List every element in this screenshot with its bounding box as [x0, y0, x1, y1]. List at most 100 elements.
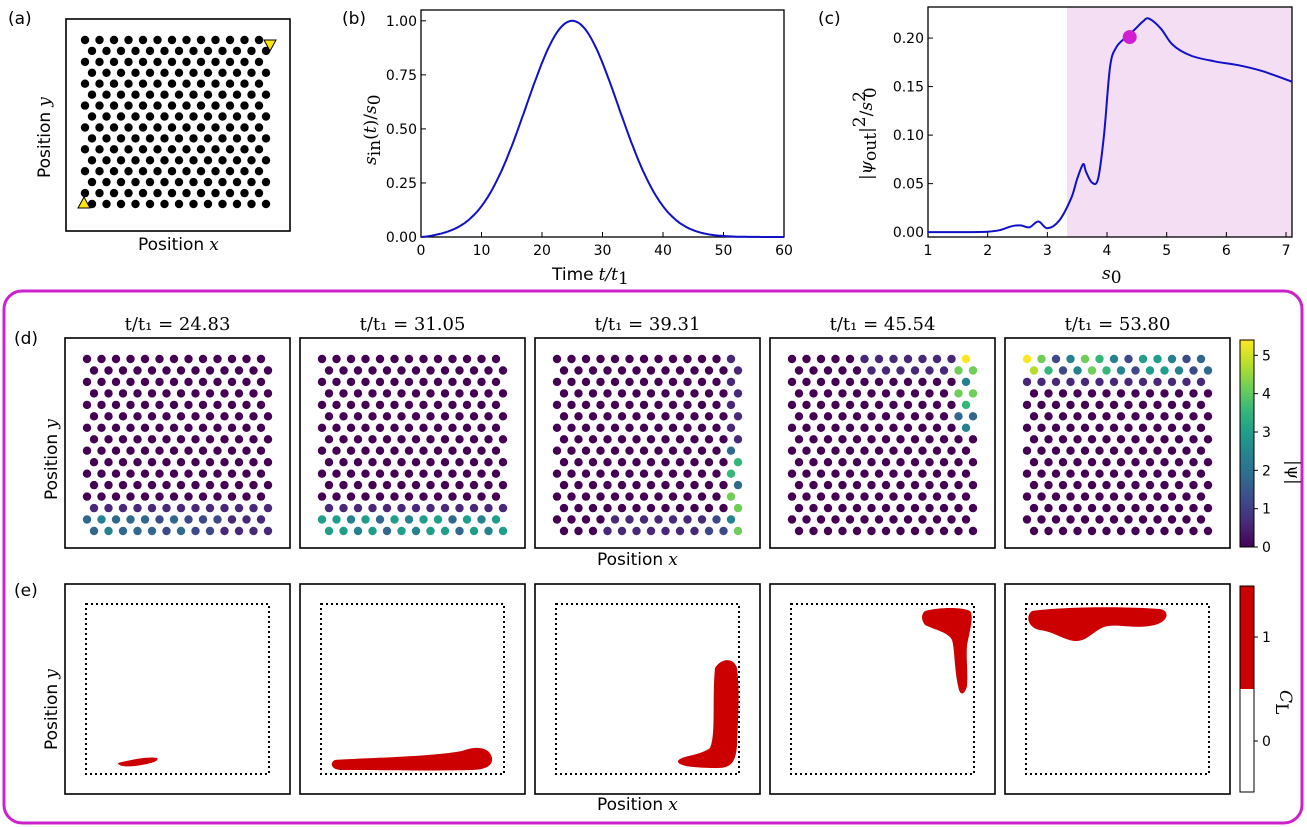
lattice-site	[719, 412, 728, 421]
lattice-site	[498, 412, 508, 421]
lattice-site	[169, 354, 179, 364]
lattice-site	[104, 458, 113, 467]
lattice-site	[910, 435, 920, 444]
lattice-site	[82, 469, 92, 478]
lattice-site	[823, 503, 833, 513]
lattice-site	[559, 458, 569, 467]
lattice-site	[867, 526, 876, 536]
lattice-site	[690, 480, 699, 490]
panel-label-c: (c)	[818, 9, 841, 29]
lattice-site	[719, 526, 728, 536]
lattice-site	[787, 354, 797, 364]
lattice-site	[111, 354, 121, 364]
lattice-site	[668, 400, 678, 410]
lattice-site	[1160, 366, 1169, 375]
lattice-site	[896, 435, 905, 444]
lattice-site	[240, 167, 249, 176]
colorbar-tick-label: 2	[1262, 463, 1271, 479]
lattice-site	[220, 458, 229, 467]
lattice-site	[932, 469, 942, 478]
lattice-site	[176, 458, 186, 467]
colorbar-tick-label: 0	[1262, 540, 1271, 556]
lattice-site	[109, 167, 119, 176]
lattice-site	[675, 366, 685, 375]
lattice-site	[116, 112, 126, 121]
lattice-site	[167, 145, 177, 154]
lattice-site	[668, 515, 678, 524]
lattice-site	[140, 446, 150, 455]
lattice-site	[1174, 503, 1184, 513]
lattice-site	[174, 177, 184, 187]
lattice-site	[109, 188, 119, 198]
lattice-site	[588, 366, 598, 375]
colorbar-tick-label: 1	[1262, 502, 1271, 518]
lattice-site	[462, 469, 472, 478]
snapshot-frame	[64, 583, 291, 795]
lattice-site	[968, 480, 978, 490]
lattice-site	[1073, 366, 1082, 375]
lattice-site	[845, 400, 855, 410]
lattice-site	[131, 134, 140, 143]
lattice-site	[690, 366, 699, 375]
lattice-site	[411, 435, 421, 444]
lattice-site	[596, 492, 605, 501]
lattice-site	[155, 469, 164, 478]
lattice-site	[639, 469, 649, 478]
lattice-site	[462, 400, 472, 410]
lattice-site	[375, 446, 385, 455]
lattice-site	[176, 526, 186, 536]
lattice-site	[455, 366, 464, 375]
lattice-site	[182, 79, 191, 88]
lattice-site	[639, 515, 649, 524]
lattice-site	[498, 389, 508, 398]
lattice-site	[249, 412, 258, 421]
lattice-site	[1167, 377, 1177, 387]
lattice-site	[162, 435, 171, 444]
lattice-site	[145, 68, 155, 78]
lattice-site	[477, 469, 486, 478]
lattice-site	[397, 412, 406, 421]
lattice-site	[961, 377, 971, 387]
lattice-site	[176, 503, 186, 513]
lattice-site	[809, 526, 818, 536]
lattice-site	[213, 469, 222, 478]
panel-d-ylabel: Positiony	[42, 419, 62, 500]
lattice-site	[1160, 412, 1169, 421]
lattice-site	[1203, 366, 1213, 375]
lattice-site	[198, 469, 208, 478]
panel-c: (c) 1 2 3 4 5 6 7 0.00 0.05 0.10 0.15 0.20 s0 |ψout…	[818, 6, 1293, 288]
lattice-site	[484, 458, 493, 467]
lattice-site	[140, 400, 150, 410]
lattice-site	[683, 469, 692, 478]
colorbar-tick-label: 5	[1262, 348, 1271, 364]
lattice-site	[617, 435, 627, 444]
lattice-site	[397, 458, 406, 467]
lattice-site	[249, 480, 258, 490]
lattice-site	[867, 366, 876, 375]
lattice-site	[133, 366, 142, 375]
lattice-site	[153, 188, 162, 198]
lattice-site	[831, 354, 840, 364]
lattice-site	[111, 492, 121, 501]
lattice-site	[596, 354, 605, 364]
lattice-site	[484, 480, 493, 490]
lattice-site	[675, 412, 685, 421]
lattice-site	[1182, 515, 1191, 524]
lattice-site	[133, 435, 142, 444]
x-tick-label: 30	[594, 243, 612, 259]
lattice-site	[831, 446, 840, 455]
lattice-site	[961, 515, 971, 524]
defect-region	[677, 660, 739, 768]
lattice-site	[1022, 377, 1032, 387]
lattice-site	[1051, 515, 1061, 524]
lattice-site	[182, 57, 191, 67]
lattice-site	[809, 389, 818, 398]
lattice-site	[189, 134, 198, 143]
panel-label-a: (a)	[8, 9, 32, 29]
lattice-site	[1080, 400, 1090, 410]
lattice-site	[160, 134, 169, 143]
lattice-site	[874, 469, 884, 478]
lattice-site	[397, 435, 406, 444]
lattice-site	[1116, 389, 1126, 398]
x-tick-label: 7	[1282, 243, 1291, 259]
